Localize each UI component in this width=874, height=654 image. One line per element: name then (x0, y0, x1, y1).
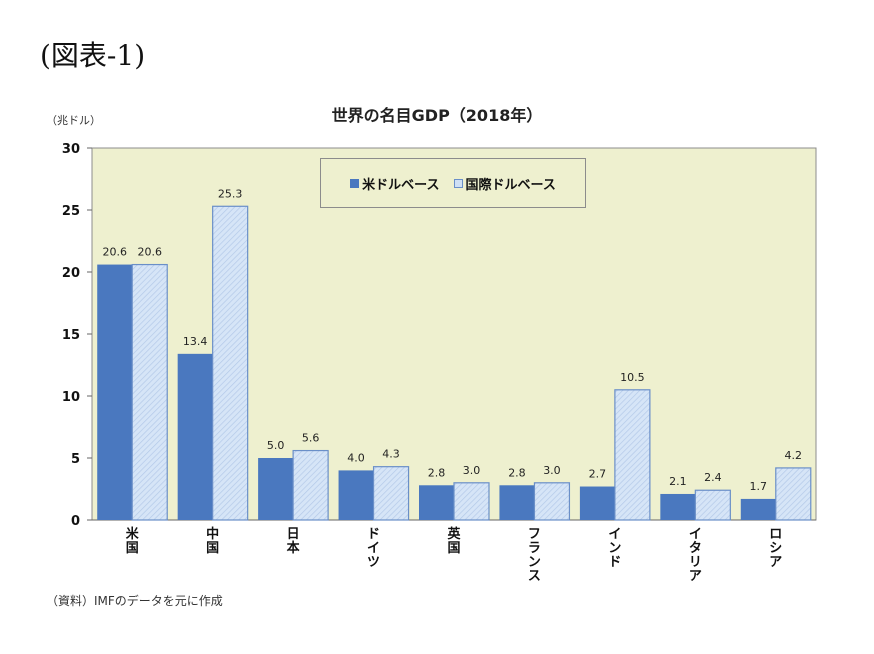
legend-item-series-a: 米ドルベース (350, 174, 440, 193)
data-label: 3.0 (543, 464, 561, 477)
legend-swatch-series-b (453, 178, 463, 188)
bar-series-a (258, 458, 294, 520)
legend-item-series-b: 国際ドルベース (453, 174, 556, 193)
chart-title: 世界の名目GDP（2018年） (331, 106, 543, 125)
y-tick-label: 25 (62, 204, 80, 219)
bar-series-b (775, 467, 812, 521)
legend: 米ドルベース 国際ドルベース (320, 158, 586, 208)
data-label: 4.3 (382, 448, 400, 461)
y-tick-label: 30 (62, 142, 80, 157)
bar-series-b (694, 489, 731, 521)
x-tick-label: 米国 (125, 527, 139, 556)
bar-series-b (292, 449, 329, 521)
x-tick-label: 中国 (206, 527, 220, 556)
data-label: 10.5 (620, 371, 645, 384)
bar-series-a (419, 485, 454, 520)
bar-series-a (740, 498, 776, 520)
bar-series-b (614, 389, 651, 521)
y-tick-label: 0 (71, 514, 80, 529)
bar-series-b (453, 482, 490, 521)
data-label: 2.7 (589, 468, 607, 481)
bar-series-a (660, 493, 696, 520)
y-tick-label: 10 (62, 390, 80, 405)
data-label: 2.4 (704, 471, 722, 484)
bar-series-b (212, 205, 249, 521)
data-label: 2.8 (508, 466, 526, 479)
bar-series-a (499, 485, 535, 520)
legend-label-series-a: 米ドルベース (362, 177, 440, 193)
bar-series-a (579, 486, 615, 520)
x-tick-label: 日本 (286, 527, 300, 556)
bar-series-a (338, 470, 374, 520)
y-tick-label: 5 (71, 452, 80, 467)
data-label: 5.6 (302, 432, 320, 445)
data-label: 4.0 (347, 451, 365, 464)
data-label: 3.0 (463, 464, 481, 477)
y-tick-label: 20 (62, 266, 80, 281)
source-note: （資料）IMFのデータを元に作成 (46, 594, 223, 608)
data-label: 13.4 (183, 335, 208, 348)
data-label: 2.1 (669, 475, 687, 488)
data-label: 2.8 (428, 466, 446, 479)
data-label: 4.2 (785, 449, 803, 462)
y-unit-label: （兆ドル） (46, 114, 101, 127)
legend-label-series-b: 国際ドルベース (465, 177, 556, 193)
x-tick-label: イタリア (688, 527, 702, 584)
data-label: 25.3 (218, 187, 243, 200)
bar-series-b (372, 466, 410, 521)
legend-swatch-series-a (350, 178, 360, 188)
x-tick-label: ロシア (769, 527, 783, 570)
figure-label: (図表-1) (40, 39, 146, 72)
y-tick-label: 15 (62, 328, 80, 343)
bar-series-a (97, 264, 133, 520)
bar-series-b (533, 482, 571, 521)
data-label: 20.6 (137, 246, 162, 259)
x-tick-label: フランス (527, 527, 541, 584)
x-tick-label: ドイツ (367, 527, 381, 570)
x-tick-label: インド (608, 527, 622, 570)
bar-series-b (131, 263, 168, 521)
data-label: 5.0 (267, 439, 285, 452)
bar-series-a (177, 353, 213, 520)
x-tick-label: 英国 (447, 527, 461, 556)
data-label: 20.6 (102, 246, 127, 259)
data-label: 1.7 (750, 480, 768, 493)
